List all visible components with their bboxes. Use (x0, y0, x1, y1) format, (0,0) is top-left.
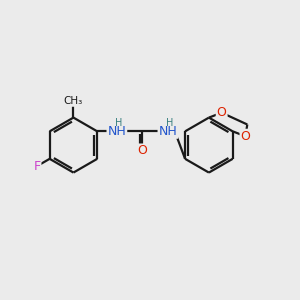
Text: O: O (241, 130, 250, 143)
Text: CH₃: CH₃ (64, 96, 83, 106)
Text: O: O (137, 145, 147, 158)
Text: H: H (166, 118, 174, 128)
Text: NH: NH (158, 125, 177, 138)
Text: F: F (33, 160, 40, 173)
Text: O: O (217, 106, 226, 119)
Text: NH: NH (107, 125, 126, 138)
Text: H: H (115, 118, 122, 128)
